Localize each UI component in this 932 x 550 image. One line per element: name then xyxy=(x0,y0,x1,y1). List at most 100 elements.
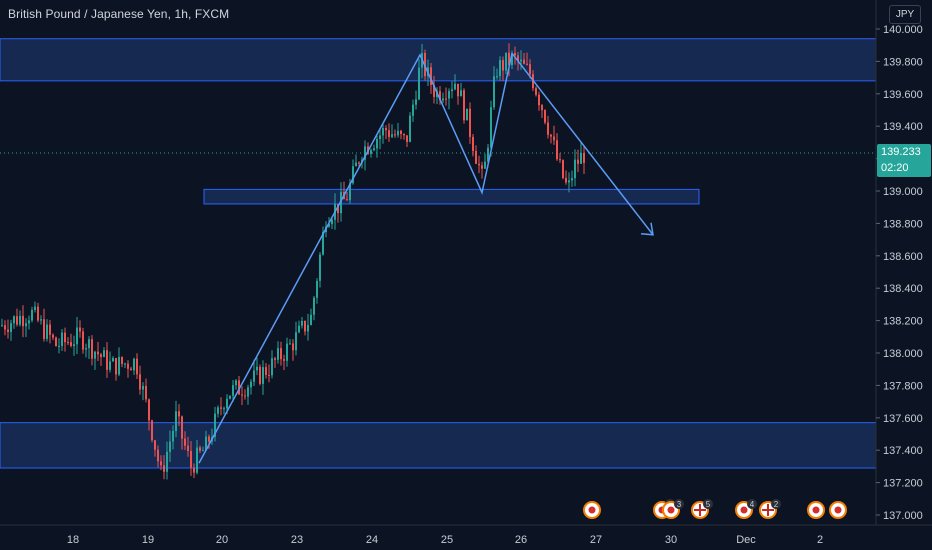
candle-body xyxy=(400,130,402,134)
candle-body xyxy=(520,59,522,62)
time-axis[interactable]: 18 19 20 23 24 25 26 27 30 Dec 2 xyxy=(67,534,823,546)
arrow-head[interactable] xyxy=(640,222,654,236)
candle-body xyxy=(565,177,567,183)
event-marker[interactable] xyxy=(829,501,847,519)
event-marker[interactable]: 2 xyxy=(759,499,781,519)
event-count-badge xyxy=(771,499,781,509)
candle-body xyxy=(100,354,102,357)
candle-body xyxy=(286,343,288,361)
candle-body xyxy=(163,465,165,472)
japan-flag-icon xyxy=(588,506,596,514)
price-tick-label: 137.200 xyxy=(883,478,923,490)
candle-body xyxy=(415,99,417,105)
event-marker[interactable]: 5 xyxy=(691,499,713,519)
candle-body xyxy=(457,83,459,97)
time-tick-label: 20 xyxy=(216,534,228,546)
candle-body xyxy=(577,159,579,164)
time-tick-label: 24 xyxy=(366,534,378,546)
candle-body xyxy=(388,130,390,137)
event-count-label: 3 xyxy=(677,500,682,509)
candle-body xyxy=(433,84,435,97)
candle-body xyxy=(64,332,66,343)
candle-body xyxy=(484,161,486,169)
candle-body xyxy=(10,323,12,332)
candle-body xyxy=(280,348,282,360)
candle-body xyxy=(46,324,48,339)
candle-body xyxy=(196,447,198,473)
event-marker[interactable] xyxy=(807,501,825,519)
candle-body xyxy=(268,374,270,376)
candle-body xyxy=(382,128,384,136)
candle-body xyxy=(232,385,234,396)
price-axis[interactable]: 140.000139.800139.600139.400139.200139.0… xyxy=(876,24,923,522)
candle-body xyxy=(31,309,33,321)
candle-body xyxy=(220,407,222,409)
candle-body xyxy=(466,108,468,121)
price-tick-label: 139.600 xyxy=(883,89,923,101)
candle-body xyxy=(217,407,219,414)
zigzag-line[interactable] xyxy=(198,53,513,464)
candle-body xyxy=(214,413,216,437)
candle-body xyxy=(88,339,90,349)
candle-body xyxy=(238,380,240,395)
candle-body xyxy=(184,438,186,446)
currency-button[interactable]: JPY xyxy=(889,5,921,24)
event-marker[interactable] xyxy=(583,501,601,519)
zone-0 xyxy=(0,38,877,82)
candle-body xyxy=(391,134,393,137)
time-tick-label: Dec xyxy=(736,534,756,546)
projection-arrow-line[interactable] xyxy=(511,52,654,236)
candle-body xyxy=(76,327,78,345)
candle-body xyxy=(475,151,477,164)
pattern-drawing[interactable] xyxy=(198,52,654,464)
candle-body xyxy=(313,297,315,315)
candle-body xyxy=(580,152,582,164)
candle-body xyxy=(148,399,150,421)
candle-body xyxy=(19,315,21,325)
candle-body xyxy=(319,254,321,281)
candle-body xyxy=(262,367,264,384)
candle-body xyxy=(109,361,111,370)
candle-body xyxy=(28,320,30,324)
candle-body xyxy=(373,148,375,151)
candle-body xyxy=(349,183,351,201)
candle-body xyxy=(397,130,399,136)
candle-body xyxy=(49,324,51,335)
japan-flag-icon xyxy=(740,506,748,514)
candle-body xyxy=(574,159,576,179)
candle-body xyxy=(340,191,342,214)
candle-body xyxy=(52,334,54,338)
price-tick-label: 137.600 xyxy=(883,413,923,425)
candle-body xyxy=(556,140,558,160)
candle-body xyxy=(547,122,549,135)
candle-body xyxy=(175,411,177,432)
event-count-badge xyxy=(703,499,713,509)
candle-body xyxy=(235,380,237,386)
candle-body xyxy=(439,91,441,101)
candle-body xyxy=(310,314,312,325)
event-marker[interactable]: 3 xyxy=(662,499,684,519)
candle-body xyxy=(160,461,162,466)
candle-body xyxy=(289,343,291,345)
candle-body xyxy=(493,76,495,108)
candle-body xyxy=(571,178,573,181)
candle-body xyxy=(43,319,45,339)
candle-body xyxy=(139,374,141,390)
candle-body xyxy=(115,358,117,375)
candle-body xyxy=(529,64,531,75)
candle-body xyxy=(94,351,96,359)
candle-body xyxy=(16,316,18,325)
candle-body xyxy=(208,436,210,442)
candle-body xyxy=(406,135,408,142)
candles-layer xyxy=(1,43,585,480)
candle-body xyxy=(226,398,228,409)
candle-body xyxy=(307,324,309,332)
zones-layer xyxy=(0,38,877,469)
price-tick-label: 138.400 xyxy=(883,283,923,295)
price-tick-label: 140.000 xyxy=(883,24,923,36)
price-tick-label: 137.000 xyxy=(883,510,923,522)
event-marker[interactable]: 4 xyxy=(735,499,757,519)
